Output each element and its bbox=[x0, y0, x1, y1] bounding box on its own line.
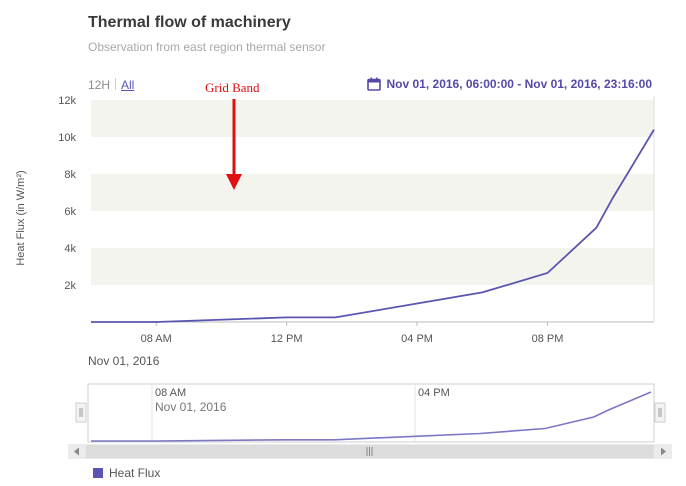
scroll-right-arrow-icon[interactable] bbox=[661, 447, 666, 456]
navigator-right-handle[interactable] bbox=[654, 402, 666, 423]
date-range-picker[interactable]: Nov 01, 2016, 06:00:00 - Nov 01, 2016, 2… bbox=[366, 77, 653, 91]
grid-band bbox=[91, 100, 654, 137]
grid-band bbox=[91, 248, 654, 285]
y-tick-label: 2k bbox=[64, 280, 76, 292]
time-button-all[interactable]: All bbox=[121, 78, 135, 92]
x-axis-date-label: Nov 01, 2016 bbox=[88, 354, 160, 368]
navigator-scrollbar[interactable] bbox=[68, 444, 672, 459]
series-line-heat-flux bbox=[91, 129, 655, 323]
navigator-series-line bbox=[91, 391, 652, 442]
date-range-text: Nov 01, 2016, 06:00:00 - Nov 01, 2016, 2… bbox=[386, 77, 653, 91]
x-tick-labels: 08 AM 12 PM 04 PM 08 PM bbox=[141, 322, 564, 345]
legend[interactable]: Heat Flux bbox=[93, 466, 160, 480]
x-tick-label: 04 PM bbox=[401, 333, 433, 345]
navigator-frame bbox=[87, 383, 655, 443]
grid-band bbox=[91, 174, 654, 211]
navigator-left-handle[interactable] bbox=[75, 402, 87, 423]
navigator-time-label-1: 08 AM bbox=[155, 387, 186, 399]
y-tick-label: 12k bbox=[58, 95, 76, 107]
y-tick-label: 10k bbox=[58, 132, 76, 144]
x-tick-label: 08 AM bbox=[141, 333, 172, 345]
chart-title: Thermal flow of machinery bbox=[88, 14, 291, 31]
time-range-buttons: 12H All bbox=[88, 78, 134, 92]
y-axis-title: Heat Flux (in W/m²) bbox=[15, 170, 27, 265]
chart-subtitle: Observation from east region thermal sen… bbox=[88, 40, 326, 54]
legend-swatch bbox=[93, 468, 103, 478]
scroll-left-arrow-icon[interactable] bbox=[74, 447, 79, 456]
main-chart: 2k 4k 6k 8k 10k 12k 08 AM 12 PM 04 PM 08 PM Heat… bbox=[15, 95, 655, 345]
y-tick-label: 8k bbox=[64, 169, 76, 181]
navigator-time-label-2: 04 PM bbox=[418, 387, 450, 399]
calendar-icon bbox=[366, 77, 381, 91]
x-tick-label: 08 PM bbox=[532, 333, 564, 345]
time-button-12h[interactable]: 12H bbox=[88, 78, 111, 92]
y-tick-label: 6k bbox=[64, 206, 76, 218]
grid-bands bbox=[91, 100, 654, 285]
legend-label-heat-flux: Heat Flux bbox=[109, 466, 161, 480]
annotation-label: Grid Band bbox=[205, 80, 260, 95]
x-tick-label: 12 PM bbox=[271, 333, 303, 345]
y-tick-labels: 2k 4k 6k 8k 10k 12k bbox=[58, 95, 76, 292]
main-axes bbox=[91, 96, 655, 323]
y-tick-label: 4k bbox=[64, 243, 76, 255]
navigator-date-label-1: Nov 01, 2016 bbox=[155, 400, 227, 414]
time-button-separator bbox=[115, 78, 117, 90]
